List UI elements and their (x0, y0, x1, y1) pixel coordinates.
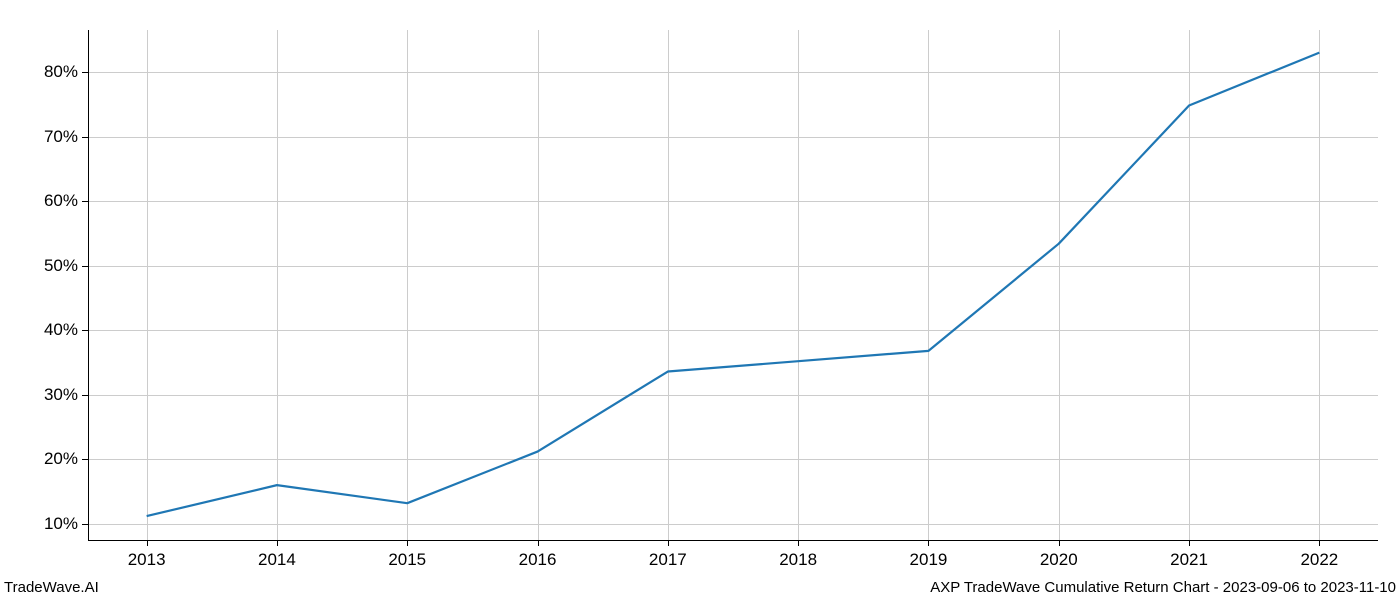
plot-area: 2013201420152016201720182019202020212022… (88, 30, 1378, 540)
y-tick-label: 10% (38, 514, 78, 534)
x-tick-label: 2019 (910, 550, 948, 570)
line-series (147, 53, 1320, 517)
y-tick-label: 80% (38, 62, 78, 82)
x-axis-spine (88, 540, 1378, 541)
x-tick-label: 2018 (779, 550, 817, 570)
x-tick-label: 2020 (1040, 550, 1078, 570)
y-tick-label: 60% (38, 191, 78, 211)
y-tick-label: 50% (38, 256, 78, 276)
line-series-svg (88, 30, 1378, 540)
y-tick-label: 20% (38, 449, 78, 469)
x-tick-label: 2022 (1300, 550, 1338, 570)
footer-right-text: AXP TradeWave Cumulative Return Chart - … (930, 579, 1396, 596)
x-tick-label: 2016 (519, 550, 557, 570)
y-tick-label: 30% (38, 385, 78, 405)
x-tick-label: 2013 (128, 550, 166, 570)
chart-container: 2013 2014 2015 2016 2017 2018 2019 2020 2021 2022… (0, 0, 1400, 600)
x-tick-label: 2021 (1170, 550, 1208, 570)
y-tick-label: 70% (38, 127, 78, 147)
x-tick-label: 2015 (388, 550, 426, 570)
x-tick-label: 2014 (258, 550, 296, 570)
footer-left-text: TradeWave.AI (4, 579, 99, 596)
y-tick-label: 40% (38, 320, 78, 340)
x-tick-label: 2017 (649, 550, 687, 570)
